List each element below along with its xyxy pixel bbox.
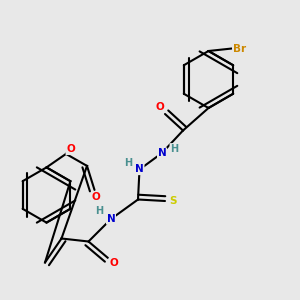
Text: O: O xyxy=(109,258,118,268)
Text: O: O xyxy=(155,102,164,112)
Text: N: N xyxy=(158,148,166,158)
Text: H: H xyxy=(170,143,178,154)
Text: N: N xyxy=(106,214,116,224)
Text: H: H xyxy=(124,158,132,169)
Text: O: O xyxy=(66,144,75,154)
Text: N: N xyxy=(135,164,144,175)
Text: S: S xyxy=(169,196,176,206)
Text: H: H xyxy=(95,206,103,217)
Text: O: O xyxy=(92,192,100,203)
Text: Br: Br xyxy=(233,44,246,54)
